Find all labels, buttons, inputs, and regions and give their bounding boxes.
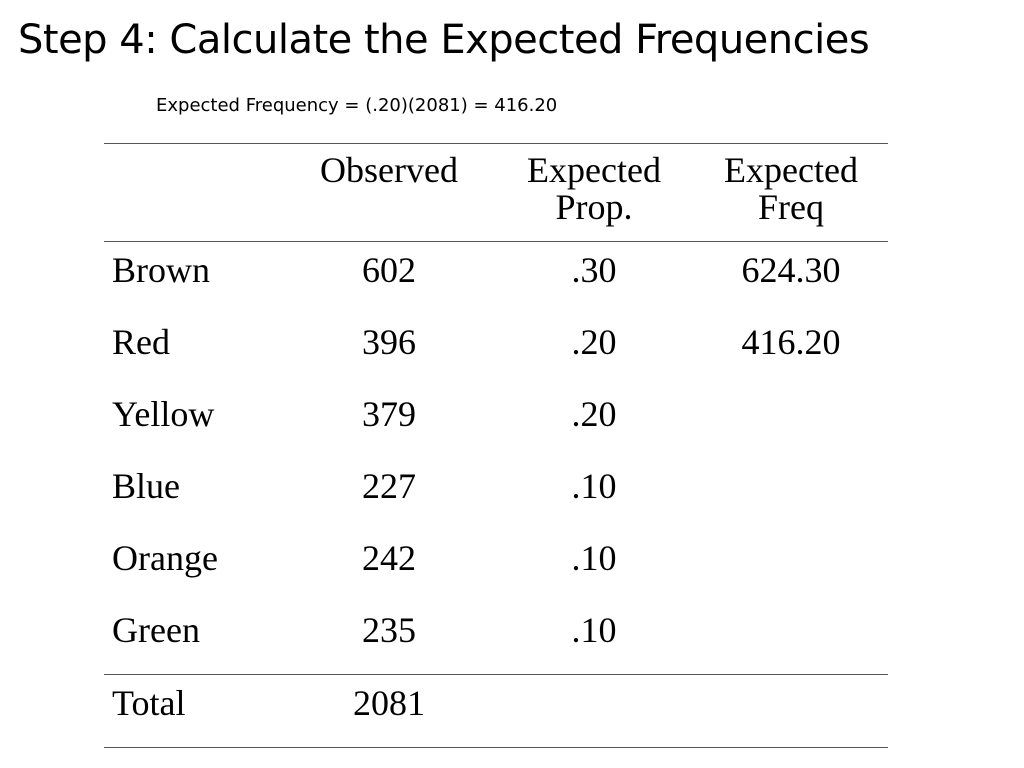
header-expected-prop-line2: Prop. (555, 187, 633, 227)
row-expected-prop: .20 (571, 322, 617, 362)
header-observed-line1: Observed (320, 150, 458, 190)
table-header-row: Observed Expected Prop. Expected Freq (104, 143, 888, 242)
header-expected-freq: Expected Freq (694, 144, 888, 242)
header-observed: Observed (284, 144, 494, 242)
header-expected-prop-line1: Expected (527, 150, 661, 190)
frequency-table: Observed Expected Prop. Expected Freq Br… (104, 143, 888, 748)
row-expected-prop: .30 (571, 250, 617, 290)
row-label: Orange (112, 538, 218, 578)
row-expected-prop: .20 (571, 394, 617, 434)
header-expected-freq-line2: Freq (758, 187, 824, 227)
row-observed: 227 (362, 466, 416, 506)
total-expected-freq (694, 675, 888, 748)
row-expected-prop: .10 (571, 538, 617, 578)
header-empty (104, 144, 284, 242)
row-expected-freq (694, 458, 888, 530)
frequency-table-container: Observed Expected Prop. Expected Freq Br… (104, 143, 888, 748)
row-label: Brown (112, 250, 210, 290)
table-row: Orange 242 .10 (104, 530, 888, 602)
slide-title: Step 4: Calculate the Expected Frequenci… (18, 17, 870, 63)
row-observed: 396 (362, 322, 416, 362)
header-expected-prop: Expected Prop. (494, 144, 694, 242)
row-expected-prop: .10 (571, 610, 617, 650)
row-observed: 242 (362, 538, 416, 578)
row-expected-freq (694, 386, 888, 458)
row-label: Green (112, 610, 200, 650)
total-label: Total (112, 683, 186, 723)
table-row: Brown 602 .30 624.30 (104, 242, 888, 315)
row-observed: 602 (362, 250, 416, 290)
table-row: Red 396 .20 416.20 (104, 314, 888, 386)
total-expected-prop (494, 675, 694, 748)
header-expected-freq-line1: Expected (724, 150, 858, 190)
table-row: Green 235 .10 (104, 602, 888, 675)
row-expected-prop: .10 (571, 466, 617, 506)
row-expected-freq (694, 602, 888, 675)
row-label: Red (112, 322, 170, 362)
table-total-row: Total 2081 (104, 674, 888, 748)
row-expected-freq (694, 530, 888, 602)
formula-text: Expected Frequency = (.20)(2081) = 416.2… (156, 95, 558, 116)
table-row: Blue 227 .10 (104, 458, 888, 530)
table-row: Yellow 379 .20 (104, 386, 888, 458)
row-observed: 235 (362, 610, 416, 650)
row-observed: 379 (362, 394, 416, 434)
row-label: Yellow (112, 394, 215, 434)
row-expected-freq: 416.20 (741, 322, 841, 362)
row-expected-freq: 624.30 (741, 250, 841, 290)
row-label: Blue (112, 466, 180, 506)
total-observed: 2081 (353, 683, 425, 723)
